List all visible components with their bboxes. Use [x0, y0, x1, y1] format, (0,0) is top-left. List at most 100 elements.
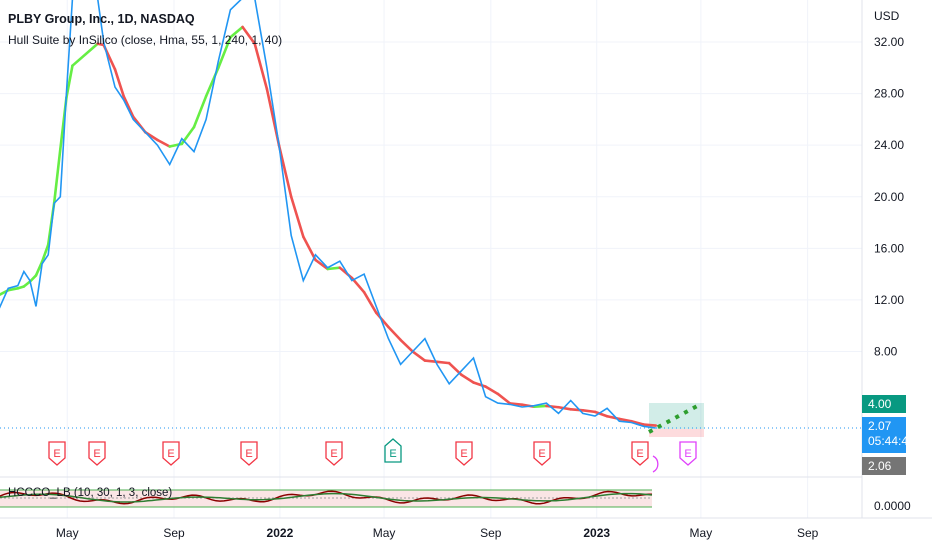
event-badge	[325, 441, 343, 466]
hull-segment	[314, 258, 329, 271]
hull-segment	[642, 423, 658, 427]
hull-segment	[289, 195, 305, 239]
hull-segment	[617, 417, 633, 423]
hull-segment	[581, 409, 597, 414]
event-label: E	[684, 448, 691, 460]
event-badge	[384, 438, 402, 463]
price-tick: 8.00	[874, 345, 898, 359]
stop-zone[interactable]	[649, 429, 704, 437]
hull-segment	[22, 280, 32, 288]
oscillator-pane	[0, 489, 653, 508]
oscillator-tick: 0.0000	[874, 499, 911, 513]
event-marker[interactable]: E	[48, 441, 66, 466]
event-badge	[240, 441, 258, 466]
hull-segment	[326, 266, 342, 271]
event-label: E	[330, 448, 337, 460]
hull-segment	[229, 25, 244, 39]
hull-segment	[435, 360, 451, 365]
event-badge	[631, 441, 649, 466]
hull-segment	[277, 144, 293, 199]
hull-segment	[484, 385, 500, 396]
event-badge	[88, 441, 106, 466]
price-tick: 28.00	[874, 87, 904, 101]
currency-label[interactable]: USD	[874, 9, 900, 23]
hull-segment	[411, 350, 427, 362]
hull-segment	[6, 287, 20, 292]
hull-segment	[496, 392, 512, 405]
hull-segment	[362, 290, 378, 315]
hull-segment	[52, 147, 62, 204]
event-marker[interactable]: E	[240, 441, 258, 466]
time-tick: May	[373, 526, 396, 540]
hull-segment	[216, 35, 232, 70]
time-tick: 2023	[583, 526, 610, 540]
hull-segment	[241, 25, 257, 46]
grid-lines	[0, 0, 862, 518]
hull-segment	[630, 419, 645, 426]
event-label: E	[389, 448, 396, 460]
hull-segment	[113, 68, 125, 98]
hull-segment	[545, 404, 560, 409]
hull-segment	[557, 405, 572, 411]
hull-segment	[374, 311, 390, 329]
indicator-legend[interactable]: Hull Suite by InSilico (close, Hma, 55, …	[8, 33, 283, 47]
event-badge	[48, 441, 66, 466]
hull-suite-line	[0, 25, 658, 427]
event-badge	[679, 441, 697, 466]
hull-segment	[532, 404, 548, 409]
hull-segment	[460, 373, 475, 384]
event-marker[interactable]: E	[162, 441, 180, 466]
event-marker[interactable]: E	[88, 441, 106, 466]
last-price: 2.07	[868, 419, 892, 433]
event-label: E	[460, 448, 467, 460]
time-tick: 2022	[267, 526, 294, 540]
event-marker[interactable]: E	[455, 441, 473, 466]
bar-countdown: 05:44:46	[868, 434, 915, 448]
hull-segment	[472, 381, 487, 388]
upcoming-arc	[652, 455, 659, 473]
hull-segment	[40, 243, 50, 264]
event-label: E	[93, 448, 100, 460]
hull-segment	[593, 410, 609, 418]
hull-segment	[253, 42, 269, 91]
event-label: E	[245, 448, 252, 460]
event-marker[interactable]: E	[384, 438, 402, 463]
event-badge	[455, 441, 473, 466]
price-line	[0, 0, 656, 429]
event-marker[interactable]: E	[533, 441, 551, 466]
price-tick: 20.00	[874, 190, 904, 204]
event-label: E	[53, 448, 60, 460]
price-tick: 16.00	[874, 241, 904, 255]
target-price: 4.00	[868, 397, 892, 411]
oscillator-legend[interactable]: HCCCO_LB (10, 30, 1, 3, close)	[8, 487, 173, 499]
event-label: E	[636, 448, 643, 460]
event-label: E	[167, 448, 174, 460]
stop-price: 2.06	[868, 459, 892, 473]
hull-segment	[34, 260, 44, 277]
price-tick: 32.00	[874, 35, 904, 49]
target-price-tag: 4.00	[862, 395, 906, 413]
hull-segment	[569, 407, 585, 412]
symbol-title[interactable]: PLBY Group, Inc., 1D, NASDAQ	[8, 12, 195, 26]
hull-segment	[302, 235, 317, 262]
hull-segment	[508, 402, 524, 406]
hull-segment	[387, 325, 402, 342]
event-marker[interactable]: E	[631, 441, 649, 466]
price-tick: 24.00	[874, 138, 904, 152]
hull-segment	[28, 274, 38, 283]
stop-price-tag: 2.06	[862, 457, 906, 475]
hull-segment	[399, 338, 415, 353]
hull-segment	[122, 94, 135, 119]
price-axis[interactable]: 32.00 28.00 24.00 20.00 16.00 12.00 8.00 0.0000	[874, 35, 911, 513]
price-tick: 12.00	[874, 293, 904, 307]
hull-segment	[192, 94, 208, 129]
time-axis[interactable]: May Sep 2022 May Sep 2023 May Sep	[56, 526, 819, 540]
last-price-tag: 2.07 05:44:46	[862, 417, 915, 453]
event-marker[interactable]: E	[679, 441, 697, 466]
event-marker[interactable]: E	[325, 441, 343, 466]
time-tick: Sep	[480, 526, 502, 540]
oscillator-signal	[0, 492, 653, 503]
event-badge	[162, 441, 180, 466]
